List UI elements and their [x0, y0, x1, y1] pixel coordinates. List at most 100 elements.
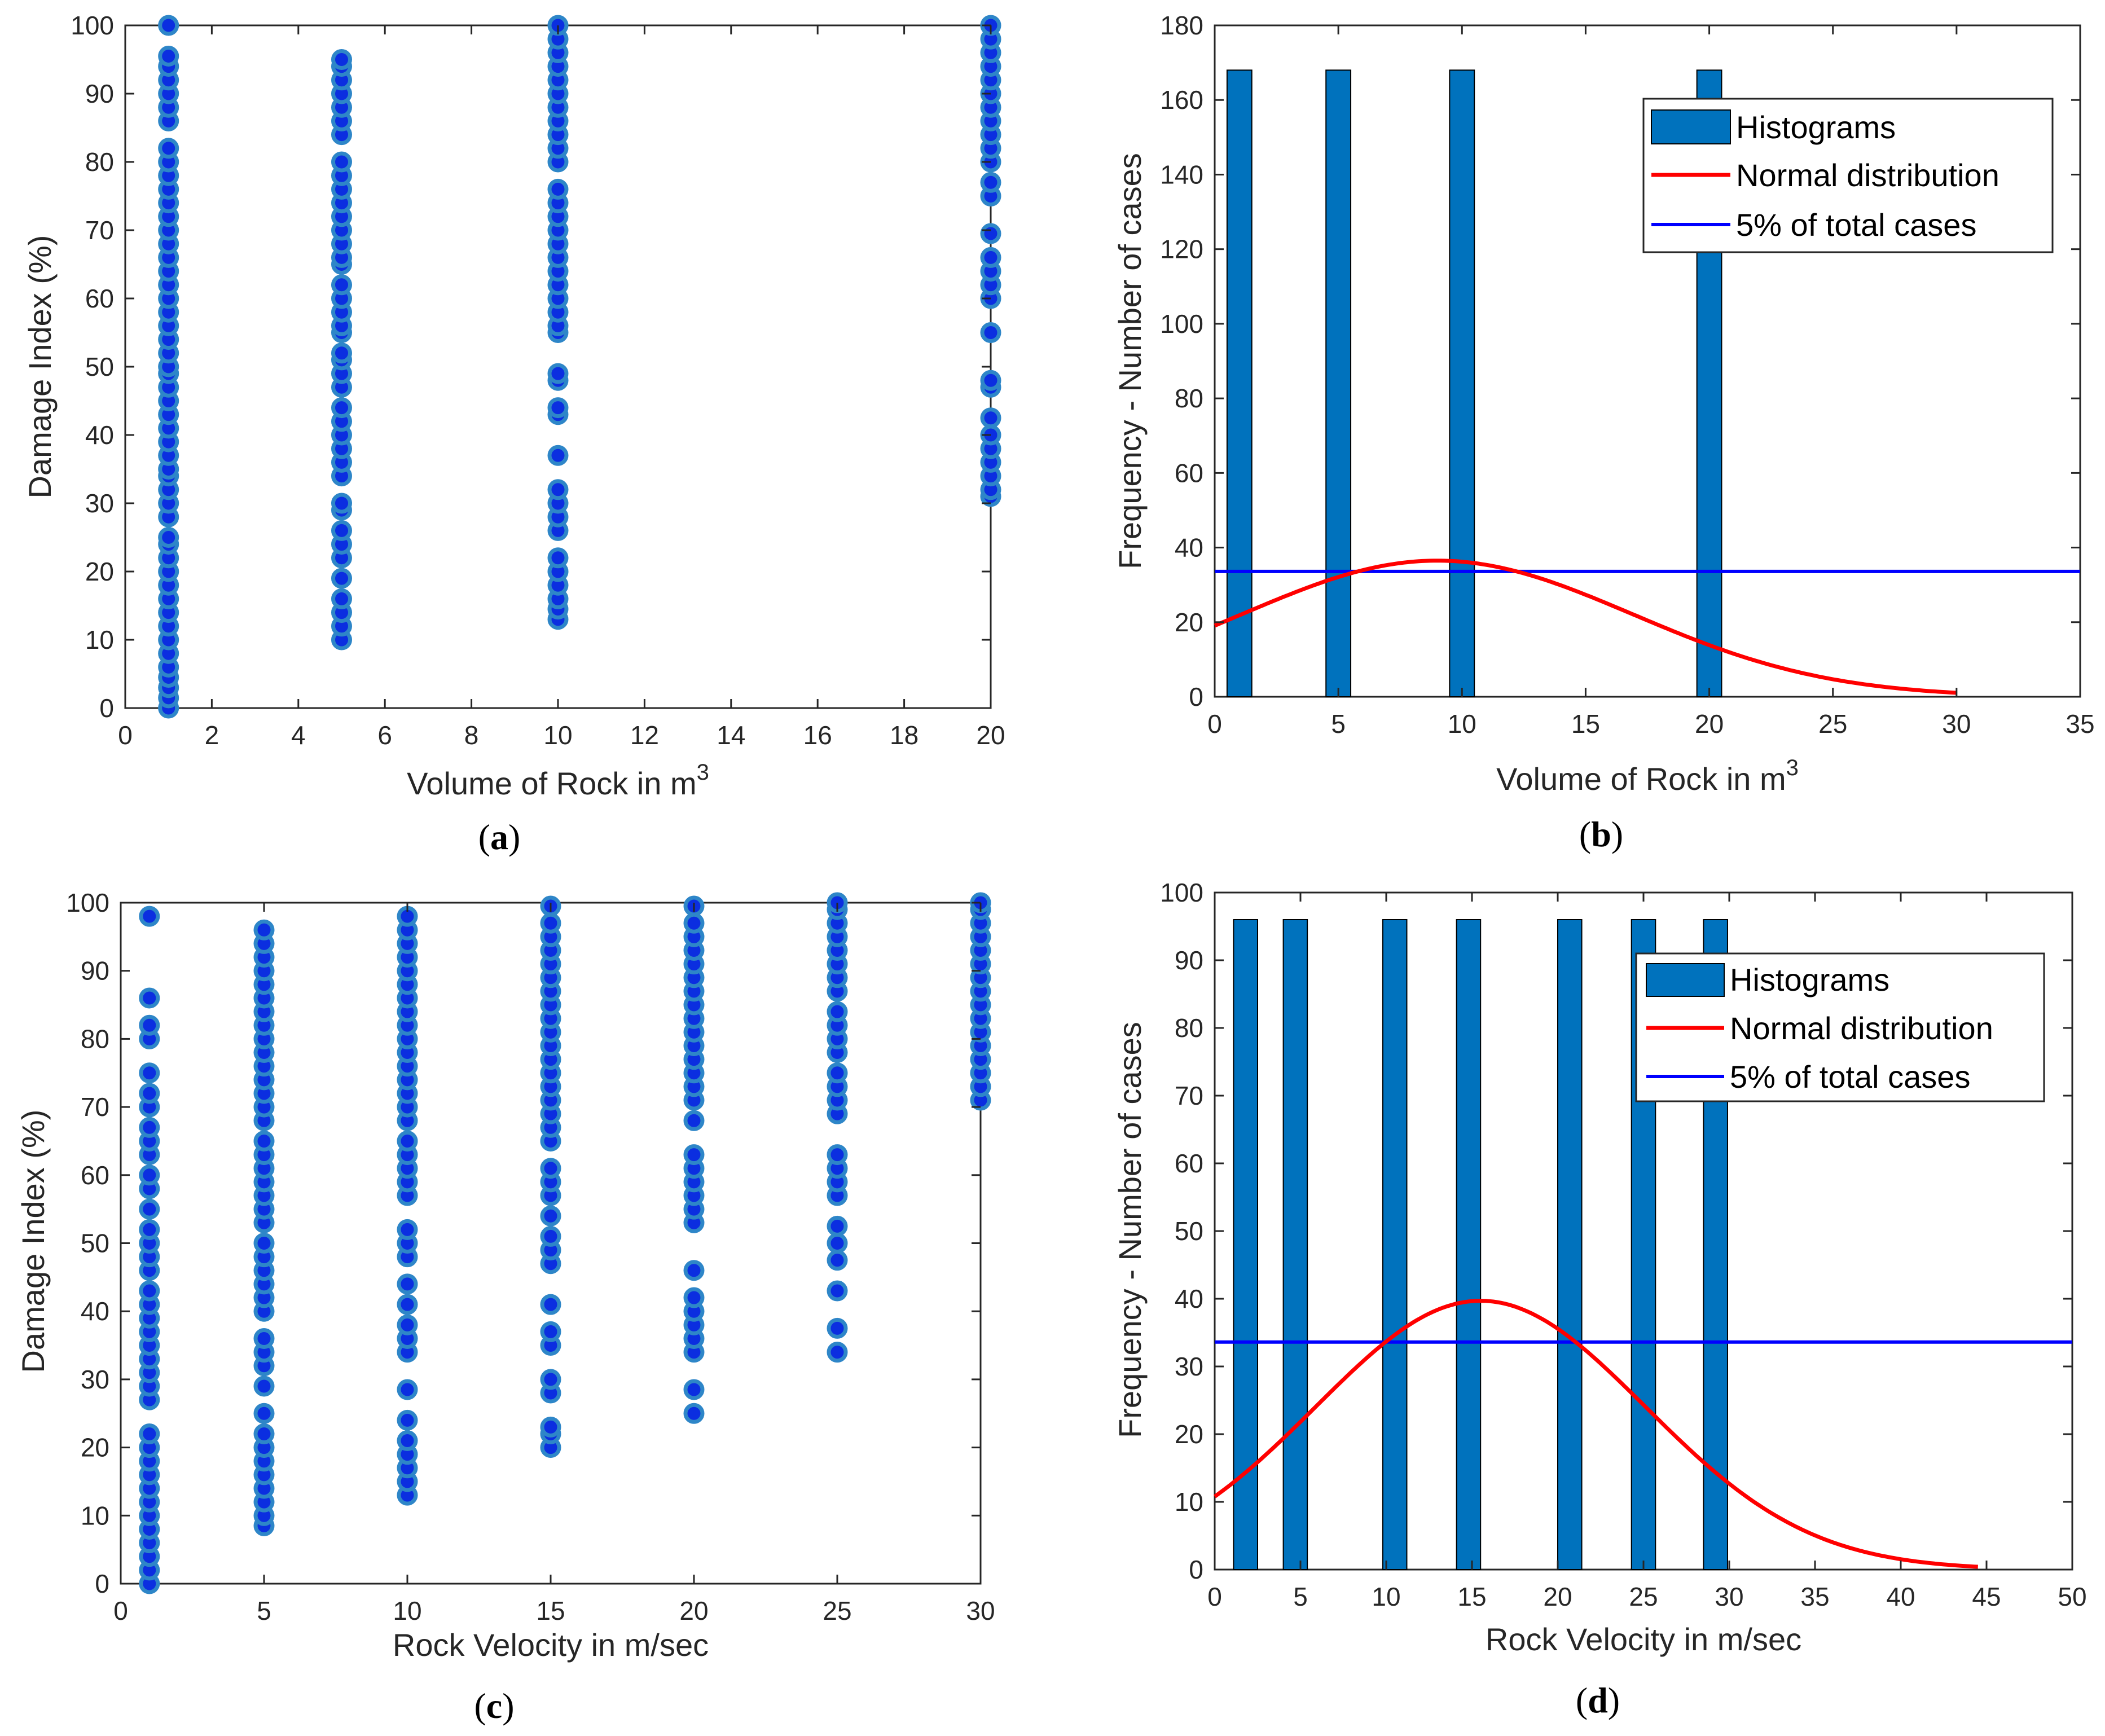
panel-c: 0 5 10 15 20 25 30 0 10 20 30 40 50 60 70 80 90 100 Rock…: [15, 888, 995, 1726]
y-tick-label: 0: [1189, 1555, 1203, 1584]
histogram-bars: [1233, 919, 1728, 1570]
scatter-point: [397, 1409, 418, 1431]
scatter-point: [683, 1379, 705, 1400]
scatter-point: [980, 247, 1001, 268]
scatter-point: [139, 1117, 160, 1138]
x-tick-label: 6: [377, 720, 392, 750]
y-tick-label: 160: [1160, 85, 1203, 115]
scatter-point: [683, 912, 705, 934]
y-tick-label: 100: [71, 11, 114, 40]
y-axis: 0 10 20 30 40 50 60 70 80 90 100: [66, 888, 981, 1598]
x-tick-label: 14: [717, 720, 745, 750]
y-tick-label: 30: [1175, 1352, 1203, 1381]
x-tick-label: 30: [1942, 709, 1971, 739]
scatter-point: [253, 1403, 275, 1424]
x-tick-label: 50: [2058, 1582, 2086, 1611]
histogram-bar: [1233, 919, 1258, 1570]
x-tick-label: 18: [890, 720, 919, 750]
scatter-point: [827, 1144, 848, 1166]
scatter-point: [397, 1273, 418, 1295]
y-tick-label: 40: [81, 1296, 109, 1326]
scatter-point: [397, 1314, 418, 1335]
scatter-point: [547, 397, 569, 419]
y-tick-label: 70: [85, 216, 114, 245]
scatter-point: [397, 1379, 418, 1400]
y-tick-label: 60: [85, 284, 114, 313]
y-axis: 0 10 20 30 40 50 60 70 80 90 100: [71, 11, 991, 723]
y-tick-label: 70: [81, 1092, 109, 1122]
scatter-point: [540, 1321, 561, 1342]
panel-b: 0 5 10 15 20 25 30 35 020406080100120140160180 …: [1112, 11, 2095, 854]
x-tick-label: 20: [679, 1596, 708, 1625]
y-tick-label: 120: [1160, 235, 1203, 264]
x-tick-label: 20: [976, 720, 1005, 750]
y-tick-label: 10: [85, 625, 114, 654]
y-tick-label: 100: [1160, 878, 1203, 907]
scatter-point: [827, 1233, 848, 1254]
legend-label-threshold: 5% of total cases: [1736, 207, 1976, 243]
x-tick-label: 40: [1886, 1582, 1915, 1611]
scatter-point: [139, 906, 160, 927]
x-tick-label: 35: [2066, 709, 2094, 739]
histogram-bars: [1226, 69, 1722, 697]
panel-label-a: (a): [478, 817, 521, 857]
y-tick-label: 0: [95, 1569, 109, 1598]
legend-label-normal: Normal distribution: [1730, 1010, 1993, 1046]
scatter-point: [139, 1164, 160, 1186]
scatter-point: [827, 1280, 848, 1302]
x-axis-label: Volume of Rock in m3: [407, 760, 709, 801]
scatter-point: [683, 1144, 705, 1166]
x-tick-label: 5: [257, 1596, 271, 1625]
scatter-point: [683, 1403, 705, 1424]
scatter-point: [158, 138, 179, 159]
y-axis-label: Frequency - Number of cases: [1112, 153, 1148, 569]
scatter-point: [683, 1110, 705, 1131]
x-tick-label: 10: [393, 1596, 421, 1625]
histogram-bar: [1449, 69, 1475, 697]
scatter-point: [253, 1375, 275, 1397]
y-axis-label: Frequency - Number of cases: [1112, 1022, 1148, 1438]
y-axis-label: Damage Index (%): [15, 1110, 51, 1373]
scatter-point: [139, 1423, 160, 1444]
scatter-points: [158, 15, 1001, 719]
scatter-point: [331, 493, 352, 514]
y-tick-label: 60: [81, 1161, 109, 1190]
y-tick-label: 140: [1160, 160, 1203, 189]
x-axis-label: Rock Velocity in m/sec: [1486, 1621, 1801, 1657]
x-tick-label: 5: [1293, 1582, 1308, 1611]
scatter-point: [683, 1287, 705, 1308]
scatter-point: [827, 1250, 848, 1271]
scatter-point: [331, 520, 352, 541]
scatter-point: [540, 1158, 561, 1179]
y-tick-label: 80: [81, 1024, 109, 1053]
y-tick-label: 90: [85, 79, 114, 108]
y-tick-label: 20: [81, 1433, 109, 1462]
x-tick-label: 25: [1818, 709, 1847, 739]
scatter-point: [331, 588, 352, 609]
x-tick-label: 10: [543, 720, 572, 750]
scatter-point: [139, 1083, 160, 1104]
scatter-point: [331, 568, 352, 589]
x-tick-label: 35: [1800, 1582, 1829, 1611]
x-tick-label: 20: [1695, 709, 1724, 739]
scatter-point: [158, 45, 179, 67]
scatter-point: [253, 1233, 275, 1254]
scatter-point: [397, 1219, 418, 1240]
y-tick-label: 10: [1175, 1487, 1203, 1517]
x-tick-label: 10: [1372, 1582, 1400, 1611]
scatter-point: [547, 479, 569, 500]
panel-label-d: (d): [1576, 1680, 1620, 1720]
scatter-point: [540, 1205, 561, 1227]
y-tick-label: 60: [1175, 1149, 1203, 1178]
scatter-point: [158, 15, 179, 36]
y-axis-label: Damage Index (%): [22, 235, 58, 499]
scatter-point: [139, 1198, 160, 1220]
y-axis: 0 10 20 30 40 50 60 70 80 90 100: [1160, 878, 2072, 1584]
scatter-point: [331, 49, 352, 70]
x-tick-label: 0: [113, 1596, 128, 1625]
scatter-point: [980, 322, 1001, 343]
histogram-bar: [1226, 69, 1253, 697]
legend-swatch-histograms: [1646, 963, 1725, 997]
scatter-point: [331, 342, 352, 364]
x-tick-label: 12: [630, 720, 659, 750]
